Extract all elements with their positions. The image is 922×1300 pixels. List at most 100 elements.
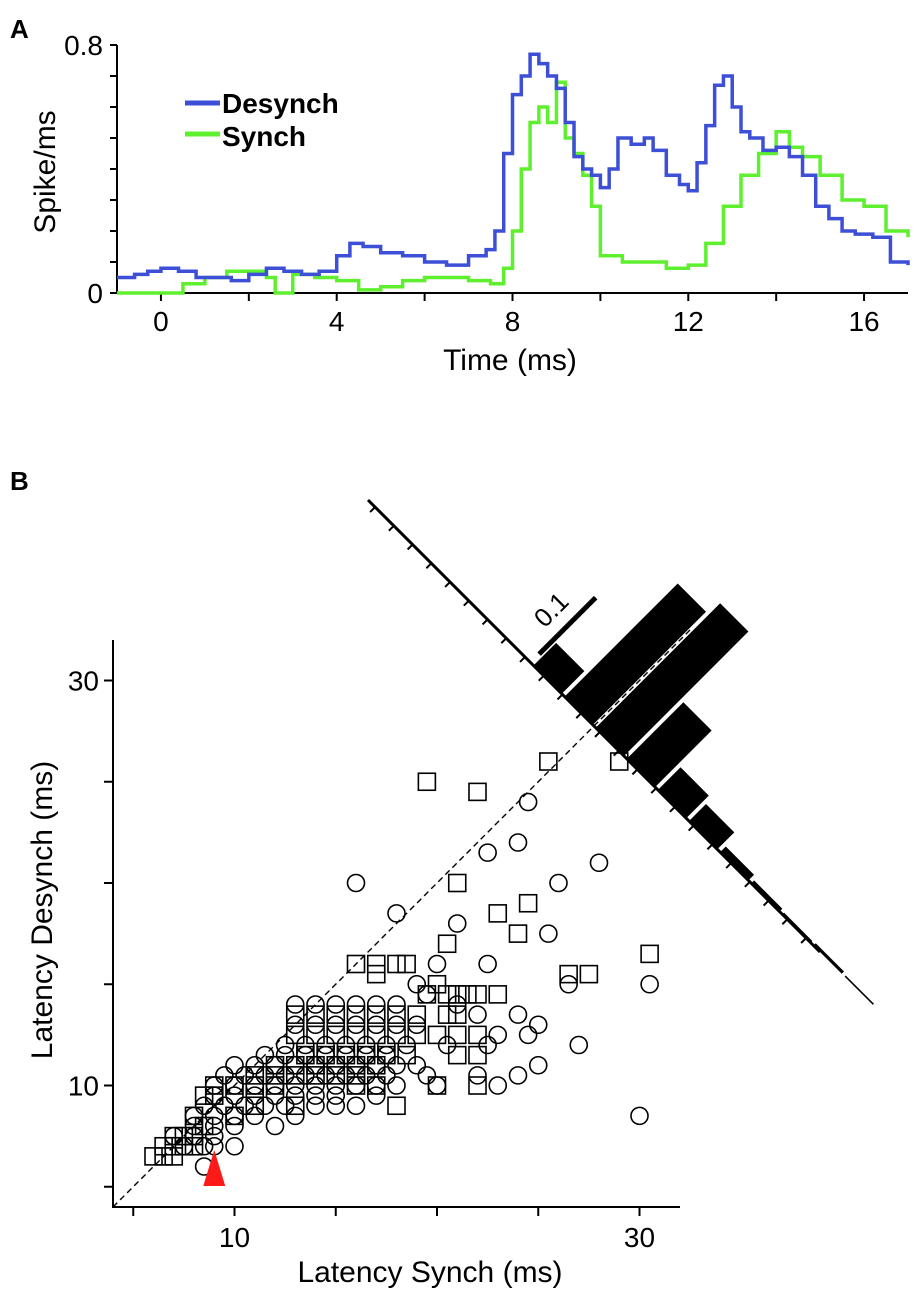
panel-b-y-axis-label: Latency Desynch (ms)	[26, 761, 59, 1059]
panel-b-points	[144, 691, 659, 1186]
scatter-circle-point	[285, 1106, 305, 1126]
scatter-circle-point	[245, 1106, 265, 1126]
legend-synch-label: Synch	[222, 121, 306, 152]
scatter-circle-point	[346, 1015, 366, 1035]
histogram-bar	[657, 767, 709, 819]
scatter-circle-point	[316, 1035, 335, 1055]
scatter-circle-point	[285, 1015, 305, 1035]
scatter-square-point	[417, 772, 437, 792]
scatter-square-point	[437, 1005, 457, 1024]
scatter-square-point	[539, 752, 558, 771]
scatter-circle-point	[488, 1076, 508, 1095]
scatter-circle-point	[275, 1066, 295, 1085]
scatter-circle-point	[569, 1035, 589, 1055]
scatter-circle-point	[366, 995, 386, 1014]
scatter-square-point	[579, 691, 599, 711]
scatter-circle-point	[427, 1076, 447, 1095]
scatter-circle-point	[508, 833, 528, 852]
scatter-square-point	[194, 1116, 214, 1136]
scatter-circle-point	[528, 1015, 548, 1035]
scatter-square-point	[154, 1136, 173, 1156]
scatter-square-point	[447, 1045, 467, 1065]
panel-b-y-tick-label: 10	[68, 1071, 99, 1102]
scatter-circle-point	[275, 1035, 295, 1055]
histogram-baseline-tick	[631, 768, 639, 776]
scatter-square-point	[346, 954, 366, 974]
scatter-circle-point	[306, 1086, 325, 1105]
histogram-bar	[564, 583, 706, 725]
scatter-circle-point	[447, 995, 467, 1014]
scatter-circle-point	[397, 1035, 416, 1055]
scatter-square-point	[488, 985, 508, 1004]
scatter-circle-point	[225, 1076, 244, 1095]
scatter-square-point	[468, 1045, 487, 1065]
histogram-baseline-tick	[481, 618, 489, 626]
histogram-baseline-tick	[538, 675, 545, 682]
scatter-circle-point	[326, 1096, 346, 1116]
scatter-square-point	[184, 1136, 204, 1156]
panel-a-y-tick-label: 0	[87, 278, 103, 309]
histogram-baseline-tick	[669, 806, 676, 813]
panel-label-b: B	[10, 466, 29, 496]
scatter-square-point	[346, 1005, 366, 1024]
histogram-baseline-tick	[744, 881, 751, 888]
scatter-square-point	[458, 985, 477, 1004]
panel-b-y-tick-label: 30	[68, 666, 99, 697]
scatter-circle-point	[285, 1086, 305, 1105]
scatter-circle-point	[387, 1015, 406, 1035]
scatter-circle-point	[356, 1066, 376, 1085]
scatter-circle-point	[549, 873, 568, 893]
scatter-circle-point	[204, 1076, 224, 1095]
histogram-baseline-tick	[650, 787, 657, 794]
scatter-square-point	[447, 1025, 467, 1045]
histogram-baseline-tick	[706, 843, 714, 851]
scatter-circle-point	[265, 1055, 285, 1075]
scatter-square-point	[326, 1066, 346, 1085]
panel-b-scatter-plot: 10 30 10 30 Latency Synch (ms) Latency Desy…	[26, 498, 875, 1289]
panel-label-a: A	[10, 14, 29, 44]
histogram-bar	[813, 943, 845, 974]
scatter-square-point	[640, 944, 659, 964]
panel-b-x-tick-label: 10	[219, 1222, 250, 1253]
scatter-circle-point	[336, 1045, 356, 1065]
scatter-square-point	[609, 752, 629, 771]
scatter-square-point	[245, 1066, 265, 1085]
legend-desynch-label: Desynch	[222, 88, 339, 119]
scatter-square-point	[366, 954, 386, 974]
scatter-circle-point	[468, 1005, 487, 1024]
panel-a-x-tick-label: 8	[505, 306, 521, 337]
scatter-circle-point	[387, 995, 406, 1014]
scatter-circle-point	[245, 1086, 265, 1105]
panel-b-x-tick-label: 30	[624, 1222, 655, 1253]
histogram-baseline-tick	[687, 824, 695, 832]
scatter-circle-point	[225, 1106, 244, 1126]
panel-a-axes: 0 0.8 0 4 8 12 16	[64, 30, 908, 337]
scatter-circle-point	[296, 1035, 315, 1055]
desynch-series-line	[117, 52, 910, 283]
scatter-circle-point	[447, 914, 467, 933]
histogram-baseline-tick	[556, 693, 564, 701]
scatter-square-point	[174, 1126, 194, 1146]
scatter-square-point	[346, 1025, 366, 1045]
scatter-circle-point	[336, 1066, 356, 1085]
histogram-baseline-tick	[762, 899, 770, 907]
scatter-circle-point	[508, 1005, 528, 1024]
scatter-circle-point	[326, 1076, 346, 1095]
scatter-circle-point	[346, 1076, 366, 1095]
scatter-circle-point	[255, 1096, 275, 1116]
scatter-circle-point	[407, 974, 427, 994]
histogram-baseline-tick	[575, 712, 582, 719]
scatter-square-point	[326, 1025, 346, 1045]
scatter-square-point	[427, 1025, 447, 1045]
scatter-circle-point	[326, 995, 346, 1014]
scatter-circle-point	[306, 1096, 325, 1116]
scatter-circle-point	[346, 1055, 366, 1075]
scatter-square-point	[144, 1147, 163, 1166]
histogram-bar	[595, 603, 749, 756]
scatter-square-point	[285, 1066, 305, 1085]
scatter-circle-point	[326, 1086, 346, 1105]
panel-a-legend: Desynch Synch	[185, 88, 339, 152]
scatter-square-point	[154, 1147, 173, 1166]
scatter-square-point	[285, 1005, 305, 1024]
panel-a-series	[117, 52, 910, 295]
